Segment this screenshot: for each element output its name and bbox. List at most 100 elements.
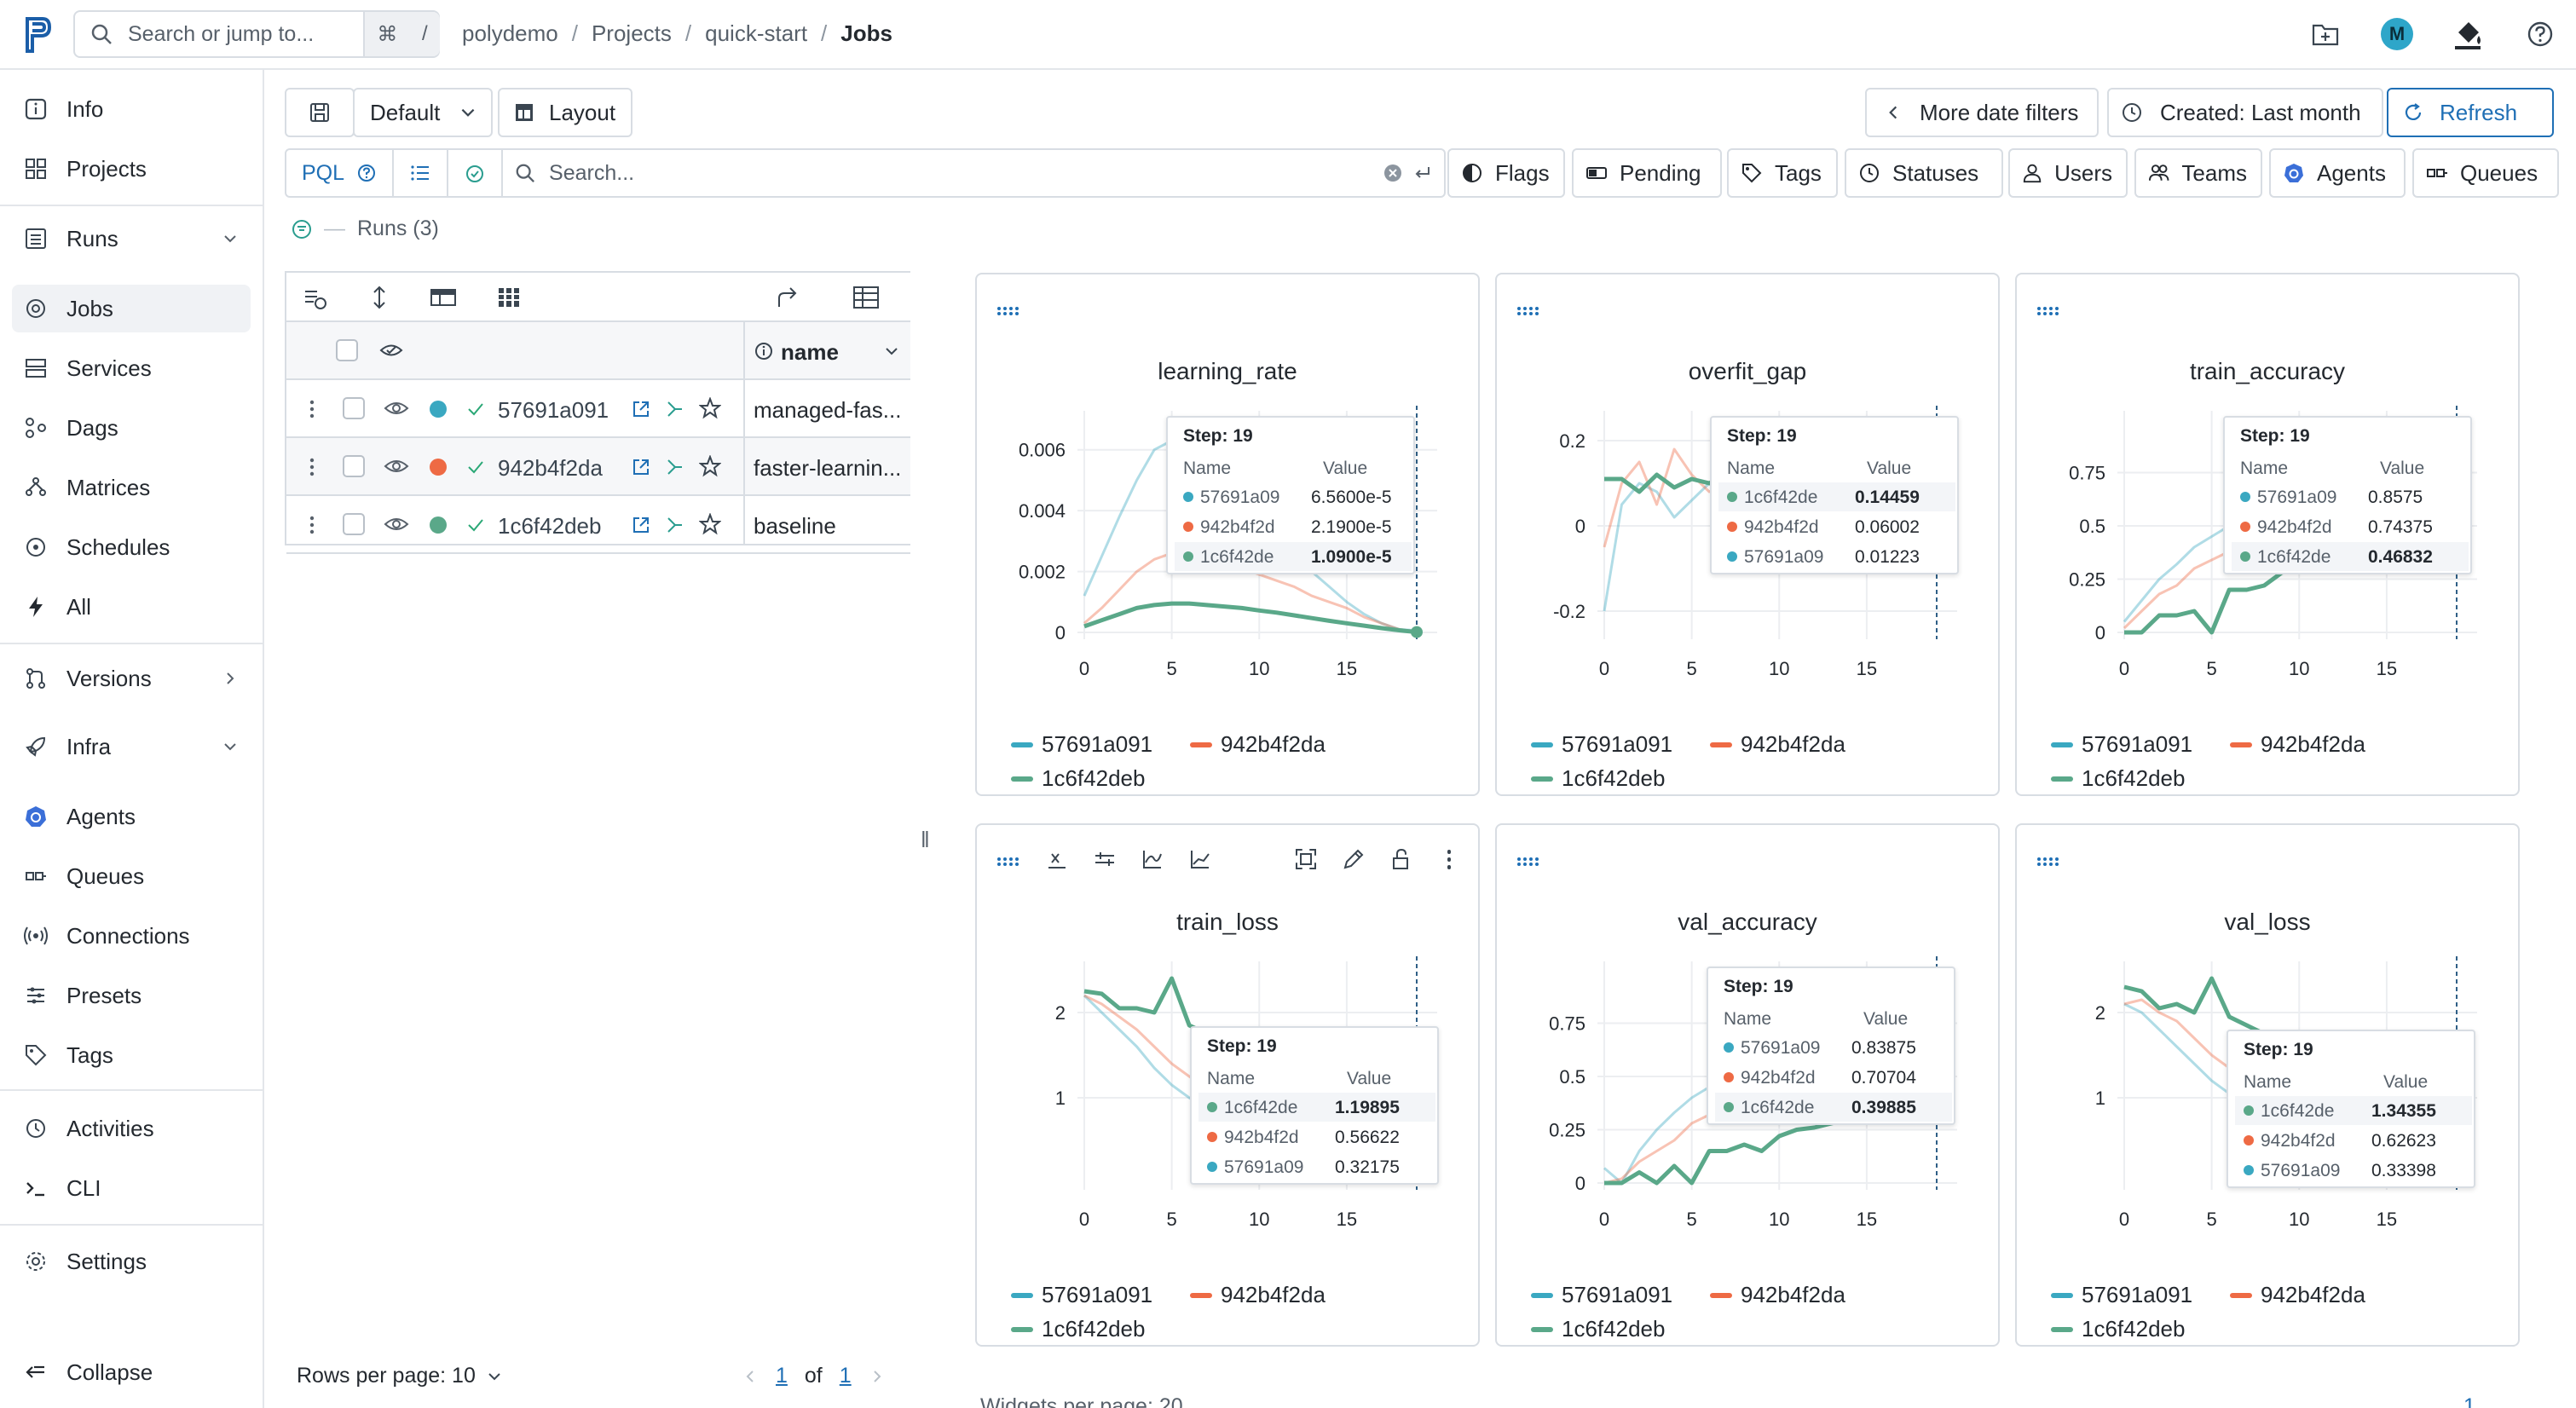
sidebar-item-queues[interactable]: Queues [12, 852, 251, 900]
legend-item[interactable]: 1c6f42deb [2051, 765, 2185, 792]
rows-per-page-select[interactable]: Rows per page: 10 [297, 1364, 503, 1388]
user-menu-button[interactable]: M [2378, 15, 2416, 53]
users-filter-button[interactable]: Users [2008, 148, 2128, 198]
sidebar-item-activities[interactable]: Activities [12, 1105, 251, 1152]
list-view-icon[interactable] [409, 162, 431, 184]
compare-icon[interactable] [665, 457, 685, 477]
legend-item[interactable]: 1c6f42deb [1011, 1316, 1145, 1342]
sidebar-item-agents[interactable]: Agents [12, 793, 251, 840]
sidebar-item-all[interactable]: All [12, 583, 251, 631]
legend-item[interactable]: 942b4f2da [1710, 1282, 1845, 1308]
chevron-right-icon[interactable] [869, 1368, 886, 1385]
more-vertical-icon[interactable] [1437, 847, 1461, 871]
drag-handle-icon[interactable] [1516, 305, 1541, 317]
current-page-link[interactable]: 1 [776, 1364, 788, 1388]
chevron-left-icon[interactable] [742, 1368, 759, 1385]
chart-area-icon[interactable] [1188, 847, 1212, 871]
pql-label[interactable]: PQL [302, 160, 345, 185]
sidebar-item-services[interactable]: Services [12, 344, 251, 392]
query-input[interactable]: Search... [549, 160, 635, 185]
more-date-filters-button[interactable]: More date filters [1865, 88, 2099, 137]
teams-filter-button[interactable]: Teams [2134, 148, 2262, 198]
table-row[interactable]: 1c6f42deb baseline [286, 496, 910, 554]
auto-refresh-icon[interactable] [464, 162, 486, 184]
sort-icon[interactable] [367, 285, 392, 310]
drag-handle-icon[interactable] [996, 305, 1021, 317]
widgets-page-link[interactable]: 1 [2463, 1394, 2475, 1408]
help-circle-icon[interactable] [356, 163, 377, 183]
sidebar-item-settings[interactable]: Settings [12, 1238, 251, 1285]
drag-handle-icon[interactable] [2036, 305, 2061, 317]
sidebar-item-presets[interactable]: Presets [12, 972, 251, 1019]
table-row[interactable]: 942b4f2da faster-learnin... [286, 438, 910, 496]
star-icon[interactable] [699, 455, 721, 477]
filter-circle-icon[interactable] [292, 219, 312, 239]
run-name[interactable]: baseline [754, 513, 836, 539]
chevron-down-icon[interactable] [883, 343, 900, 360]
refresh-button[interactable]: Refresh [2387, 88, 2554, 137]
legend-item[interactable]: 1c6f42deb [1011, 765, 1145, 792]
sidebar-item-cli[interactable]: CLI [12, 1164, 251, 1212]
compare-icon[interactable] [665, 399, 685, 419]
select-all-checkbox[interactable] [336, 339, 358, 361]
add-column-icon[interactable] [302, 285, 327, 310]
legend-item[interactable]: 942b4f2da [2230, 1282, 2365, 1308]
created-filter-button[interactable]: Created: Last month [2107, 88, 2383, 137]
fullscreen-icon[interactable] [1294, 847, 1318, 871]
collapse-sidebar-button[interactable]: Collapse [12, 1348, 251, 1396]
table-icon[interactable] [852, 285, 880, 310]
pencil-icon[interactable] [1342, 847, 1366, 871]
sidebar-item-connections[interactable]: Connections [12, 912, 251, 960]
total-pages-link[interactable]: 1 [839, 1364, 852, 1388]
smoothing-icon[interactable] [1093, 847, 1117, 871]
legend-item[interactable]: 57691a091 [1531, 1282, 1672, 1308]
pending-filter-button[interactable]: Pending [1572, 148, 1722, 198]
pane-resize-handle[interactable]: ‖ [921, 827, 930, 852]
eye-icon[interactable] [384, 455, 409, 477]
compact-view-icon[interactable] [430, 285, 457, 310]
sidebar-item-tags[interactable]: Tags [12, 1031, 251, 1079]
layout-button[interactable]: Layout [498, 88, 632, 137]
legend-item[interactable]: 942b4f2da [1190, 1282, 1326, 1308]
table-row[interactable]: 57691a091 managed-fas... [286, 380, 910, 438]
widgets-per-page-select[interactable]: Widgets per page: 20 [980, 1394, 1183, 1408]
theme-button[interactable] [2450, 15, 2487, 53]
legend-item[interactable]: 1c6f42deb [1531, 1316, 1665, 1342]
sidebar-item-projects[interactable]: Projects [12, 145, 251, 193]
external-link-icon[interactable] [631, 399, 651, 419]
unlock-icon[interactable] [1389, 847, 1413, 871]
legend-item[interactable]: 942b4f2da [1190, 731, 1326, 758]
legend-item[interactable]: 1c6f42deb [1531, 765, 1665, 792]
legend-item[interactable]: 57691a091 [2051, 1282, 2192, 1308]
legend-item[interactable]: 942b4f2da [2230, 731, 2365, 758]
legend-item[interactable]: 57691a091 [1011, 1282, 1152, 1308]
x-axis-icon[interactable] [1045, 847, 1069, 871]
row-checkbox[interactable] [343, 397, 365, 419]
sidebar-item-jobs[interactable]: Jobs [12, 285, 251, 332]
drag-handle-icon[interactable] [996, 856, 1021, 868]
run-uuid[interactable]: 57691a091 [498, 397, 609, 423]
drag-handle-icon[interactable] [2036, 856, 2061, 868]
external-link-icon[interactable] [631, 457, 651, 477]
polyaxon-logo-icon[interactable] [20, 14, 55, 55]
row-menu-icon[interactable] [309, 457, 315, 477]
sidebar-item-infra[interactable]: Infra [12, 723, 251, 770]
tags-filter-button[interactable]: Tags [1727, 148, 1838, 198]
legend-item[interactable]: 57691a091 [1011, 731, 1152, 758]
sidebar-item-dags[interactable]: Dags [12, 404, 251, 452]
preset-select[interactable]: Default [353, 88, 493, 137]
chart-line-icon[interactable] [1141, 847, 1164, 871]
sidebar-item-schedules[interactable]: Schedules [12, 523, 251, 571]
row-menu-icon[interactable] [309, 399, 315, 419]
legend-item[interactable]: 1c6f42deb [2051, 1316, 2185, 1342]
row-checkbox[interactable] [343, 513, 365, 535]
queues-filter-button[interactable]: Queues [2412, 148, 2559, 198]
global-search-input[interactable]: Search or jump to... ⌘ / [73, 10, 440, 58]
run-uuid[interactable]: 1c6f42deb [498, 513, 602, 539]
save-preset-button[interactable] [285, 88, 355, 137]
help-button[interactable] [2521, 15, 2559, 53]
row-checkbox[interactable] [343, 455, 365, 477]
new-folder-button[interactable] [2307, 15, 2344, 53]
sidebar-item-runs[interactable]: Runs [12, 215, 251, 263]
star-icon[interactable] [699, 513, 721, 535]
